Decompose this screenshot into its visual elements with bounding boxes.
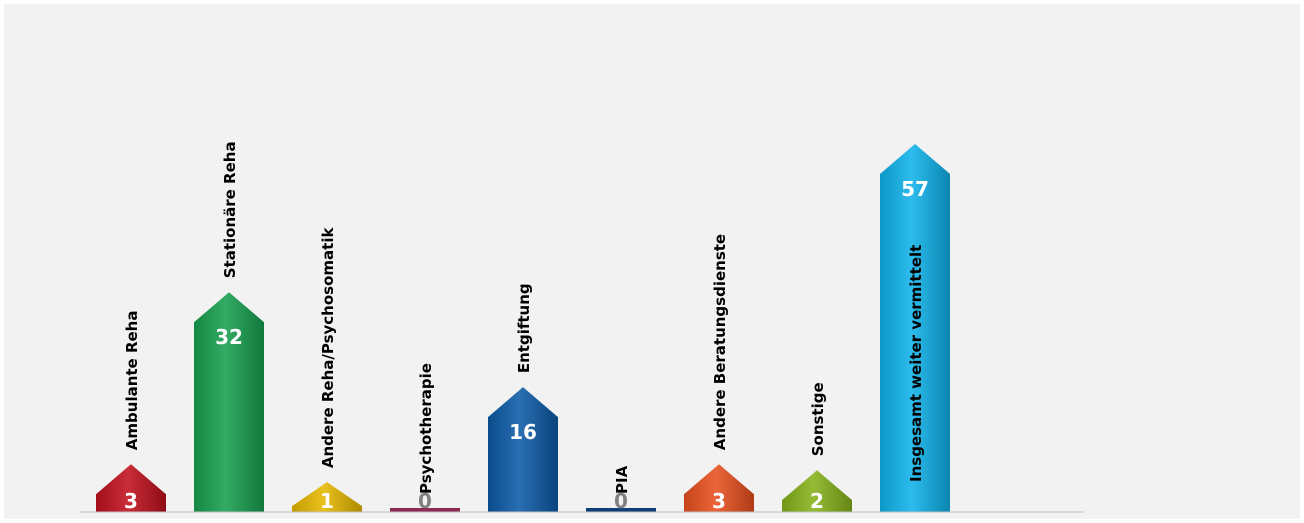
value-label-ambulante-reha: 3 — [124, 489, 138, 513]
value-label-psychotherapie: 0 — [418, 489, 432, 513]
category-label-ambulante-reha: Ambulante Reha — [123, 311, 141, 451]
bar-sonstige — [782, 470, 852, 512]
value-label-entgiftung: 16 — [509, 420, 537, 444]
value-label-andere-beratungsdienste: 3 — [712, 489, 726, 513]
value-label-stationaere-reha: 32 — [215, 325, 243, 349]
value-label-sonstige: 2 — [810, 489, 824, 513]
bar-andere-reha-psychosomatik — [292, 482, 362, 512]
bar-pia — [586, 508, 656, 512]
bar-psychotherapie — [390, 508, 460, 512]
bar-stationaere-reha — [194, 292, 264, 512]
value-label-insgesamt-weiter-vermittelt: 57 — [901, 177, 929, 201]
chart-area: 3 Ambulante Reha 32 Stationäre Reha 1 Andere … — [4, 4, 1300, 519]
category-label-psychotherapie: Psychotherapie — [417, 363, 435, 494]
value-label-andere-reha-psychosomatik: 1 — [320, 489, 334, 513]
category-label-andere-beratungsdienste: Andere Beratungsdienste — [711, 234, 729, 450]
bar-ambulante-reha — [96, 464, 166, 512]
category-label-insgesamt-weiter-vermittelt: Insgesamt weiter vermittelt — [907, 245, 925, 482]
category-label-stationaere-reha: Stationäre Reha — [221, 141, 239, 278]
value-label-pia: 0 — [614, 489, 628, 513]
category-label-andere-reha-psychosomatik: Andere Reha/Psychosomatik — [319, 227, 337, 469]
bar-insgesamt-weiter-vermittelt — [880, 144, 950, 512]
bar-andere-beratungsdienste — [684, 464, 754, 512]
category-label-pia: PIA — [613, 465, 631, 494]
category-label-sonstige: Sonstige — [809, 382, 827, 456]
bar-entgiftung — [488, 387, 558, 512]
category-label-entgiftung: Entgiftung — [515, 283, 533, 373]
